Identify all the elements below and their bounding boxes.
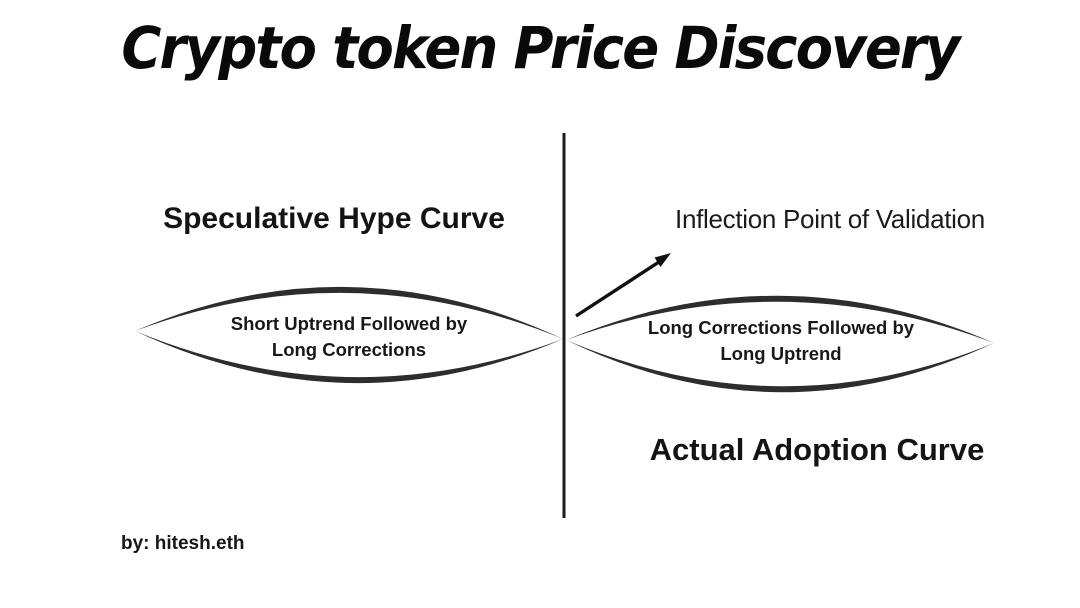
speculative-hype-lens-bottom-curve	[135, 331, 563, 384]
adoption-lens-label-line1: Long Corrections Followed by	[647, 317, 915, 338]
author-credit: by: hitesh.eth	[121, 533, 245, 554]
speculative-hype-curve-heading: Speculative Hype Curve	[163, 202, 505, 235]
inflection-point-annotation: Inflection Point of Validation	[675, 204, 985, 234]
adoption-lens-top-curve	[566, 295, 994, 343]
speculative-lens-label: Short Uptrend Followed by Long Correctio…	[189, 311, 509, 363]
adoption-lens-label: Long Corrections Followed by Long Uptren…	[621, 315, 941, 367]
adoption-lens-bottom-curve	[566, 340, 994, 393]
inflection-arrow-icon	[575, 253, 671, 318]
speculative-lens-label-line1: Short Uptrend Followed by	[230, 313, 468, 334]
speculative-lens-label-line2: Long Corrections	[271, 339, 427, 360]
adoption-lens-label-line2: Long Uptrend	[720, 343, 842, 364]
page-title: Crypto token Price Discovery	[121, 14, 960, 82]
actual-adoption-curve-heading: Actual Adoption Curve	[649, 432, 985, 467]
speculative-hype-lens-top-curve	[135, 286, 563, 339]
